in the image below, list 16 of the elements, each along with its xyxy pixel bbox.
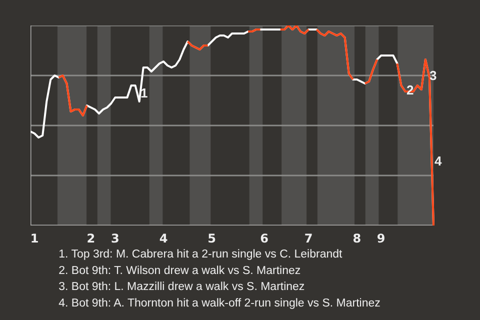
x-tick-label: 7 [304,232,313,246]
text: 3. Bot 9th: L. Mazzilli drew a walk vs S. Martinez [58,281,305,294]
x-tick-label: 4 [159,232,168,246]
x-tick-label: 8 [352,232,362,246]
x-tick-label: 9 [376,232,386,246]
annotation: 3 [430,68,437,83]
x-tick-label: 3 [110,232,120,246]
x-tick-label: 2 [86,232,96,246]
text: 1. Top 3rd: M. Cabrera hit a 2-run single vs C. Leibrandt [58,248,344,260]
x-tick-label: 5 [208,232,216,246]
x-tick-label: 6 [260,232,268,246]
text: 4 [434,153,442,168]
x-tick-label: 1 [30,232,39,246]
annotation: 1 [140,86,148,101]
text: 4. Bot 9th: A. Thornton hit a walk-off 2-run single vs S. Martinez [58,297,381,310]
text: 2. Bot 9th: T. Wilson drew a walk vs S. Martinez [58,264,301,277]
